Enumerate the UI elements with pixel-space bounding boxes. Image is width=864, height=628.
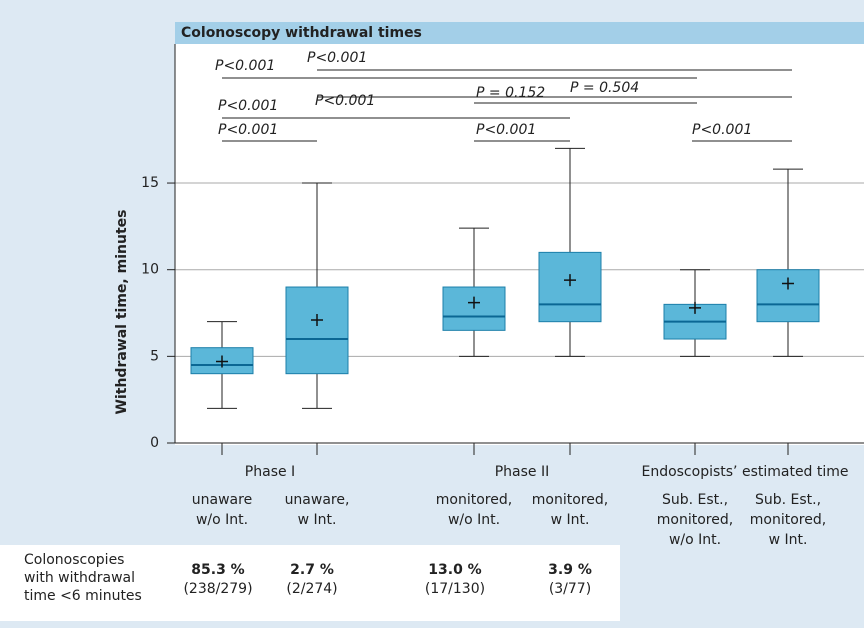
x-tick-label: unaware, xyxy=(285,492,350,508)
table-percent: 2.7 % xyxy=(290,562,334,578)
chart-title: Colonoscopy withdrawal times xyxy=(181,25,422,41)
table-percent: 3.9 % xyxy=(548,562,592,578)
significance-label: P<0.001 xyxy=(476,122,536,138)
y-tick-label: 15 xyxy=(141,175,159,191)
significance-label: P<0.001 xyxy=(315,93,375,109)
significance-label: P<0.001 xyxy=(218,98,278,114)
x-tick-label: w Int. xyxy=(769,532,808,548)
x-tick-label: w/o Int. xyxy=(669,532,721,548)
table-percent: 13.0 % xyxy=(428,562,481,578)
mean-marker xyxy=(564,274,576,287)
x-tick-label: w/o Int. xyxy=(196,512,248,528)
table-area xyxy=(0,545,620,621)
table-row-label: with withdrawal xyxy=(24,570,135,586)
table-percent: 85.3 % xyxy=(191,562,244,578)
x-tick-label: monitored, xyxy=(532,492,608,508)
table-row-label: Colonoscopies xyxy=(24,552,124,568)
table-row-label: time <6 minutes xyxy=(24,588,142,604)
table-count: (17/130) xyxy=(425,581,485,597)
x-tick-label: monitored, xyxy=(750,512,826,528)
significance-label: P = 0.504 xyxy=(570,80,639,96)
table-count: (238/279) xyxy=(183,581,252,597)
significance-label: P = 0.152 xyxy=(476,85,545,101)
mean-marker xyxy=(311,313,323,326)
table-count: (2/274) xyxy=(286,581,337,597)
y-tick-label: 5 xyxy=(150,348,159,364)
title-bar xyxy=(175,22,864,44)
significance-label: P<0.001 xyxy=(215,58,275,74)
box xyxy=(538,251,602,323)
x-tick-label: w Int. xyxy=(298,512,337,528)
mean-marker xyxy=(216,355,228,368)
significance-label: P<0.001 xyxy=(692,122,752,138)
table-count: (3/77) xyxy=(549,581,591,597)
y-tick-label: 0 xyxy=(150,435,159,451)
box xyxy=(756,269,820,323)
box xyxy=(285,286,349,375)
group-label: Endoscopists’ estimated time xyxy=(641,464,848,480)
group-label: Phase I xyxy=(245,464,295,480)
x-tick-label: monitored, xyxy=(436,492,512,508)
box xyxy=(442,286,506,331)
significance-label: P<0.001 xyxy=(218,122,278,138)
mean-marker xyxy=(689,301,701,314)
significance-label: P<0.001 xyxy=(307,50,367,66)
y-axis-label: Withdrawal time, minutes xyxy=(114,210,130,415)
group-label: Phase II xyxy=(495,464,550,480)
mean-marker xyxy=(468,296,480,309)
x-tick-label: monitored, xyxy=(657,512,733,528)
y-tick-label: 10 xyxy=(141,262,159,278)
x-tick-label: w Int. xyxy=(551,512,590,528)
x-tick-label: unaware xyxy=(192,492,252,508)
x-tick-label: w/o Int. xyxy=(448,512,500,528)
x-tick-label: Sub. Est., xyxy=(662,492,728,508)
x-tick-label: Sub. Est., xyxy=(755,492,821,508)
mean-marker xyxy=(782,277,794,290)
plot-area xyxy=(175,22,864,445)
